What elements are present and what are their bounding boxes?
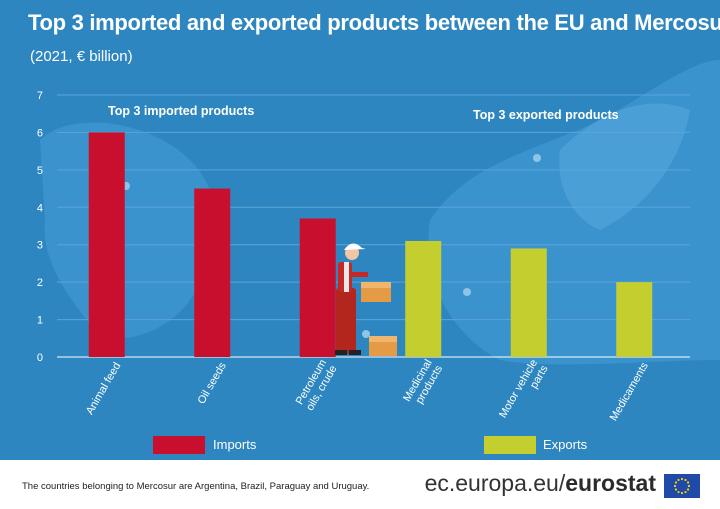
worker-illustration <box>335 243 397 356</box>
flag-star <box>680 491 684 495</box>
bar-5 <box>616 282 653 357</box>
legend-label-exports: Exports <box>543 437 588 452</box>
y-tick-label: 0 <box>37 352 43 364</box>
flag-star <box>687 484 691 488</box>
worker-shirt <box>344 262 349 292</box>
footnote: The countries belonging to Mercosur are … <box>22 481 370 492</box>
flag-star <box>686 481 690 484</box>
map-marker <box>463 288 471 296</box>
x-tick-label: Oil seeds <box>196 360 230 406</box>
flag-star <box>674 488 678 491</box>
bar-3 <box>405 240 442 357</box>
box-lid <box>361 282 391 288</box>
flag-star <box>686 488 690 491</box>
y-axis: 0 1 2 3 4 5 6 7 <box>37 90 690 364</box>
flag-star <box>684 478 687 482</box>
bars <box>88 132 653 357</box>
worker-body <box>336 288 356 354</box>
brand-name: eurostat <box>565 470 656 496</box>
eu-flag-icon <box>664 474 700 498</box>
flag-star <box>680 477 684 481</box>
flag-star <box>677 478 680 482</box>
bar-1 <box>194 188 231 357</box>
y-tick-label: 2 <box>37 277 43 289</box>
worker-shoe <box>349 350 361 355</box>
box-lid <box>369 336 397 342</box>
x-tick-label: Petroleumoils, crude <box>294 358 340 413</box>
flag-star <box>684 490 687 494</box>
map-marker <box>533 154 541 162</box>
flag-star <box>674 481 678 484</box>
exports-group-label: Top 3 exported products <box>473 108 619 122</box>
bar-2 <box>299 218 336 357</box>
y-tick-label: 7 <box>37 90 43 102</box>
x-tick-label: Medicaments <box>608 360 651 423</box>
legend-label-imports: Imports <box>213 437 257 452</box>
chart-subtitle: (2021, € billion) <box>30 48 133 65</box>
y-tick-label: 5 <box>37 165 43 177</box>
map-marker <box>362 330 370 338</box>
bar-chart: 0 1 2 3 4 5 6 7 Animal feed Oil seeds Petroleumoi… <box>37 60 720 426</box>
x-tick-label: Medicinalproducts <box>401 357 445 410</box>
bar-4 <box>510 248 547 357</box>
x-axis: Animal feed Oil seeds Petroleumoils, crude… <box>84 357 651 426</box>
y-tick-label: 1 <box>37 315 43 327</box>
map-shape <box>559 103 690 230</box>
map-shape <box>40 122 217 339</box>
y-tick-label: 3 <box>37 240 43 252</box>
chart-title: Top 3 imported and exported products bet… <box>28 10 720 35</box>
brand-link[interactable]: ec.europa.eu/eurostat <box>425 470 656 497</box>
footer: The countries belonging to Mercosur are … <box>0 460 720 509</box>
bar-0 <box>88 132 125 357</box>
brand-site: ec.europa.eu/ <box>424 470 566 496</box>
legend-swatch-exports <box>484 436 536 454</box>
worker-cap <box>344 243 366 250</box>
map-shape <box>428 60 720 365</box>
worker-shoe <box>335 350 347 355</box>
x-tick-label: Animal feed <box>84 361 123 417</box>
worker-arm <box>350 272 368 277</box>
legend-swatch-imports <box>153 436 205 454</box>
flag-star <box>673 484 677 488</box>
y-tick-label: 4 <box>37 202 43 214</box>
y-tick-label: 6 <box>37 127 43 139</box>
flag-star <box>677 490 680 494</box>
imports-group-label: Top 3 imported products <box>108 104 255 118</box>
x-tick-label: Motor vehicleparts <box>497 357 551 426</box>
